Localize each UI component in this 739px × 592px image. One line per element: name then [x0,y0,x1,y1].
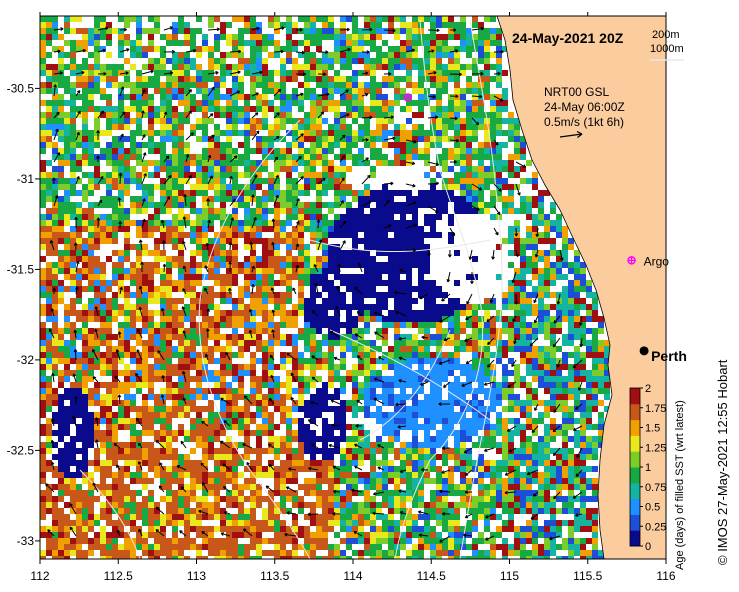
colorbar-swatch [630,403,640,421]
colorbar-swatch [630,498,640,515]
land-area [496,15,667,560]
x-tick-label: 112 [30,569,49,583]
depth-legend-1000m: 1000m [650,43,684,55]
scale-arrow [559,133,583,138]
x-tick-label: 113.5 [260,569,289,583]
x-tick-label: 113 [187,569,206,583]
colorbar-swatch [630,514,640,531]
x-tick-label: 115 [500,569,519,583]
colorbar-swatch [630,388,640,405]
map-title: 24-May-2021 20Z [512,30,624,46]
colorbar-tick-label: 0.75 [645,482,666,494]
colorbar-tick-label: 0.25 [645,521,666,533]
depth-legend-200m: 200m [652,29,680,41]
x-tick-label: 112.5 [104,569,133,583]
y-tick-label: -31 [17,172,35,186]
colorbar-swatch [630,419,640,436]
y-tick-label: -32.5 [7,443,35,457]
x-axis: 112 112.5 113 113.5 114 114.5 115 115.5 116 [30,12,676,583]
x-tick-label: 115.5 [573,569,602,583]
place-markers: Argo Perth [627,254,687,364]
colorbar-swatch [630,451,640,468]
colorbar-swatch [630,435,640,452]
colorbar-tick-label: 1 [645,462,651,474]
colorbar-label: Age (days) of filled SST (wrt latest) [674,400,686,570]
colorbar-swatch [630,530,640,547]
colorbar-swatch [630,467,640,484]
argo-marker-cross [627,256,636,265]
x-tick-label: 116 [656,569,675,583]
x-tick-label: 114 [343,569,362,583]
product-time: 24-May 06:00Z [544,100,625,114]
colorbar-tick-label: 1.25 [645,442,666,454]
colorbar-tick-label: 0.5 [645,502,660,514]
argo-label: Argo [644,254,670,268]
colorbar-tick-label: 1.5 [645,423,660,435]
colorbar-swatch [630,482,640,500]
argo-float-marker-offshore [403,93,413,102]
scale-arrow-head [576,130,583,138]
y-tick-label: -32 [17,353,35,367]
colorbar-tick-label: 1.75 [645,403,666,415]
perth-marker [639,346,649,356]
colorbar: 0 0.25 0.5 0.75 1 1.25 1.5 1.75 2 [629,383,666,553]
colorbar-tick-label: 0 [645,541,651,553]
credit-text: © IMOS 27-May-2021 12:55 Hobart [715,359,730,565]
product-name: NRT00 GSL [544,85,609,99]
x-tick-label: 114.5 [417,569,446,583]
y-tick-label: -33 [17,534,35,548]
y-tick-label: -31.5 [7,262,35,276]
product-scale: 0.5m/s (1kt 6h) [544,115,624,129]
current-vectors [45,26,584,543]
colorbar-tick-label: 2 [645,383,651,395]
isobath-contours [79,19,503,559]
y-axis: -30.5 -31 -31.5 -32 -32.5 -33 [7,81,40,548]
y-tick-label: -30.5 [7,81,35,95]
perth-label: Perth [651,348,687,364]
